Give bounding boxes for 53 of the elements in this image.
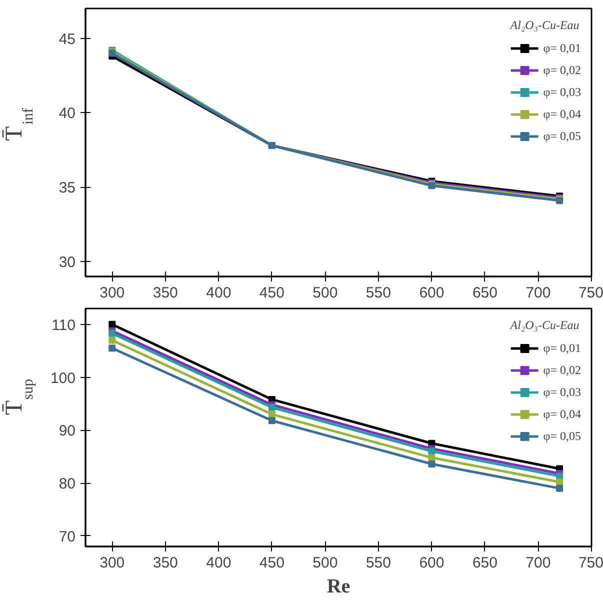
point bbox=[556, 484, 564, 492]
x-tick-label: 750 bbox=[578, 554, 603, 572]
x-tick-label: 450 bbox=[259, 284, 284, 302]
x-tick-label: 300 bbox=[100, 284, 125, 302]
legend-label: φ= 0,01 bbox=[543, 40, 581, 56]
legend-title: Al₂O₃-Cu-Eau bbox=[510, 318, 580, 333]
y-tick-label: 70 bbox=[58, 528, 76, 546]
y-axis-title: T̄inf bbox=[2, 108, 36, 141]
y-tick-label: 45 bbox=[58, 30, 76, 48]
y-tick-label: 30 bbox=[58, 254, 76, 272]
point bbox=[556, 478, 564, 486]
legend-label: φ= 0,04 bbox=[543, 106, 581, 122]
x-tick-label: 400 bbox=[206, 554, 232, 572]
x-tick-label: 550 bbox=[366, 554, 391, 572]
x-tick-label: 700 bbox=[526, 554, 551, 572]
legend-label: φ= 0,05 bbox=[543, 128, 581, 144]
point bbox=[108, 336, 116, 344]
x-tick-label: 600 bbox=[419, 284, 444, 302]
y-tick-label: 100 bbox=[50, 370, 76, 387]
x-tick-label: 450 bbox=[259, 554, 284, 572]
x-axis-title: Re bbox=[326, 576, 350, 598]
point bbox=[108, 344, 116, 352]
x-tick-label: 750 bbox=[578, 284, 603, 302]
y-tick-label: 90 bbox=[58, 422, 76, 440]
legend-label: φ= 0,03 bbox=[543, 84, 581, 100]
y-tick-label: 80 bbox=[58, 476, 76, 493]
y-tick-label: 35 bbox=[58, 180, 76, 197]
point bbox=[108, 330, 116, 337]
x-tick-label: 500 bbox=[312, 554, 338, 572]
x-tick-label: 300 bbox=[100, 554, 125, 572]
x-tick-label: 700 bbox=[526, 284, 551, 302]
x-tick-label: 600 bbox=[419, 554, 444, 572]
point bbox=[268, 417, 276, 424]
y-tick-label: 110 bbox=[52, 316, 76, 334]
x-tick-label: 400 bbox=[206, 284, 232, 302]
point bbox=[268, 404, 276, 411]
y-axis-title: T̄sup bbox=[2, 378, 36, 415]
x-tick-label: 650 bbox=[472, 284, 498, 302]
legend-label: φ= 0,01 bbox=[543, 340, 581, 356]
x-tick-label: 650 bbox=[472, 554, 498, 572]
x-tick-label: 500 bbox=[312, 284, 338, 302]
legend-title: Al₂O₃-Cu-Eau bbox=[510, 18, 580, 33]
legend-label: φ= 0,04 bbox=[543, 406, 581, 422]
legend-label: φ= 0,05 bbox=[543, 428, 581, 444]
legend-label: φ= 0,02 bbox=[543, 362, 581, 378]
point bbox=[428, 454, 436, 462]
y-tick-label: 40 bbox=[58, 105, 76, 122]
legend-label: φ= 0,02 bbox=[543, 62, 581, 78]
x-tick-label: 350 bbox=[152, 284, 178, 302]
legend-label: φ= 0,03 bbox=[543, 384, 581, 400]
x-tick-label: 350 bbox=[152, 554, 178, 572]
point bbox=[428, 460, 436, 468]
x-tick-label: 550 bbox=[366, 284, 391, 302]
